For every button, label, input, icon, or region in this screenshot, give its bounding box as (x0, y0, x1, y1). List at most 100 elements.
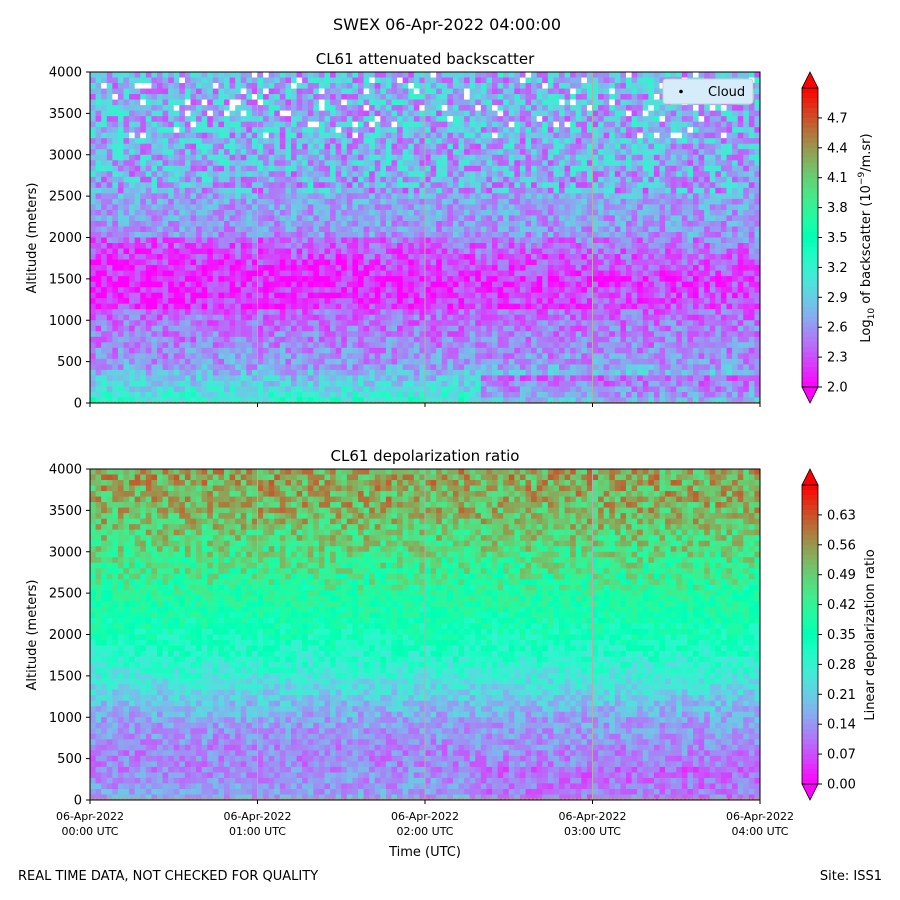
heatmap-cell (134, 215, 141, 222)
heatmap-cell (547, 204, 554, 211)
heatmap-cell (748, 248, 755, 255)
heatmap-cell (452, 281, 459, 288)
heatmap-cell (168, 254, 175, 260)
heatmap-cell (575, 248, 582, 255)
heatmap-cell (363, 143, 370, 150)
heatmap-cell (151, 171, 158, 178)
heatmap-cell (598, 165, 605, 172)
heatmap-cell (687, 276, 694, 283)
heatmap-cell (508, 99, 515, 106)
heatmap-cell (263, 209, 270, 216)
heatmap-cell (531, 220, 538, 227)
heatmap-cell (207, 281, 214, 288)
heatmap-cell (553, 231, 560, 238)
heatmap-cell (218, 154, 225, 161)
heatmap-cell (162, 254, 169, 260)
heatmap-cell (570, 94, 577, 100)
heatmap-cell (374, 270, 381, 277)
heatmap-cell (251, 270, 258, 277)
heatmap-cell (335, 276, 342, 283)
heatmap-cell (397, 193, 404, 200)
heatmap-cell (173, 215, 180, 222)
heatmap-cell (402, 99, 409, 106)
heatmap-cell (626, 127, 632, 134)
heatmap-cell (447, 127, 454, 134)
heatmap-cell (581, 160, 588, 167)
heatmap-cell (90, 116, 96, 123)
heatmap-cell (168, 237, 175, 244)
heatmap-cell (419, 143, 426, 150)
heatmap-cell (592, 72, 599, 78)
heatmap-cell (352, 127, 359, 134)
heatmap-cell (726, 171, 733, 178)
heatmap-cell (151, 248, 158, 255)
heatmap-cell (519, 132, 526, 139)
heatmap-cell (201, 226, 208, 233)
heatmap-cell (157, 298, 163, 305)
heatmap-cell (536, 209, 543, 216)
heatmap-cell (430, 83, 437, 89)
heatmap-cell (547, 243, 554, 249)
heatmap-cell (251, 77, 258, 84)
heatmap-cell (117, 77, 124, 84)
heatmap-cell (117, 99, 124, 106)
heatmap-cell (642, 231, 649, 238)
heatmap-cell (642, 149, 649, 156)
heatmap-cell (307, 94, 314, 100)
heatmap-cell (168, 165, 175, 172)
heatmap-cell (134, 165, 141, 172)
heatmap-cell (335, 265, 342, 271)
heatmap-cell (179, 116, 186, 123)
heatmap-cell (229, 292, 236, 299)
heatmap-cell (480, 215, 487, 222)
heatmap-cell (106, 298, 113, 305)
heatmap-cell (397, 105, 404, 112)
heatmap-cell (106, 193, 113, 200)
heatmap-cell (614, 220, 621, 227)
heatmap-cell (570, 287, 577, 294)
heatmap-cell (313, 287, 320, 294)
heatmap-cell (514, 138, 521, 145)
heatmap-cell (391, 265, 398, 271)
heatmap-cell (324, 231, 331, 238)
heatmap-cell (737, 187, 744, 194)
heatmap-cell (369, 176, 376, 183)
heatmap-cell (145, 132, 152, 139)
heatmap-cell (564, 187, 571, 194)
heatmap-cell (676, 132, 683, 139)
heatmap-cell (748, 154, 755, 161)
heatmap-cell (581, 198, 588, 205)
heatmap-cell (519, 77, 526, 84)
heatmap-cell (681, 149, 688, 156)
heatmap-cell (430, 298, 437, 305)
heatmap-cell (536, 292, 543, 299)
heatmap-cell (162, 248, 169, 255)
heatmap-cell (436, 171, 443, 178)
heatmap-cell (140, 276, 147, 283)
heatmap-cell (251, 209, 258, 216)
heatmap-cell (715, 176, 722, 183)
heatmap-cell (603, 105, 610, 112)
heatmap-cell (190, 187, 197, 194)
heatmap-cell (503, 254, 510, 260)
heatmap-cell (240, 193, 247, 200)
heatmap-cell (101, 270, 108, 277)
heatmap-cell (291, 204, 297, 211)
heatmap-cell (358, 204, 364, 211)
heatmap-cell (302, 204, 309, 211)
heatmap-cell (559, 127, 565, 134)
heatmap-cell (553, 143, 560, 150)
heatmap-cell (693, 110, 699, 117)
heatmap-cell (575, 149, 582, 156)
heatmap-cell (408, 105, 415, 112)
heatmap-cell (626, 193, 632, 200)
heatmap-cell (564, 243, 571, 249)
heatmap-cell (687, 220, 694, 227)
heatmap-cell (112, 248, 119, 255)
heatmap-cell (732, 254, 739, 260)
heatmap-cell (235, 231, 242, 238)
heatmap-cell (408, 121, 415, 128)
heatmap-cell (737, 149, 744, 156)
heatmap-cell (145, 149, 152, 156)
heatmap-cell (536, 72, 543, 78)
